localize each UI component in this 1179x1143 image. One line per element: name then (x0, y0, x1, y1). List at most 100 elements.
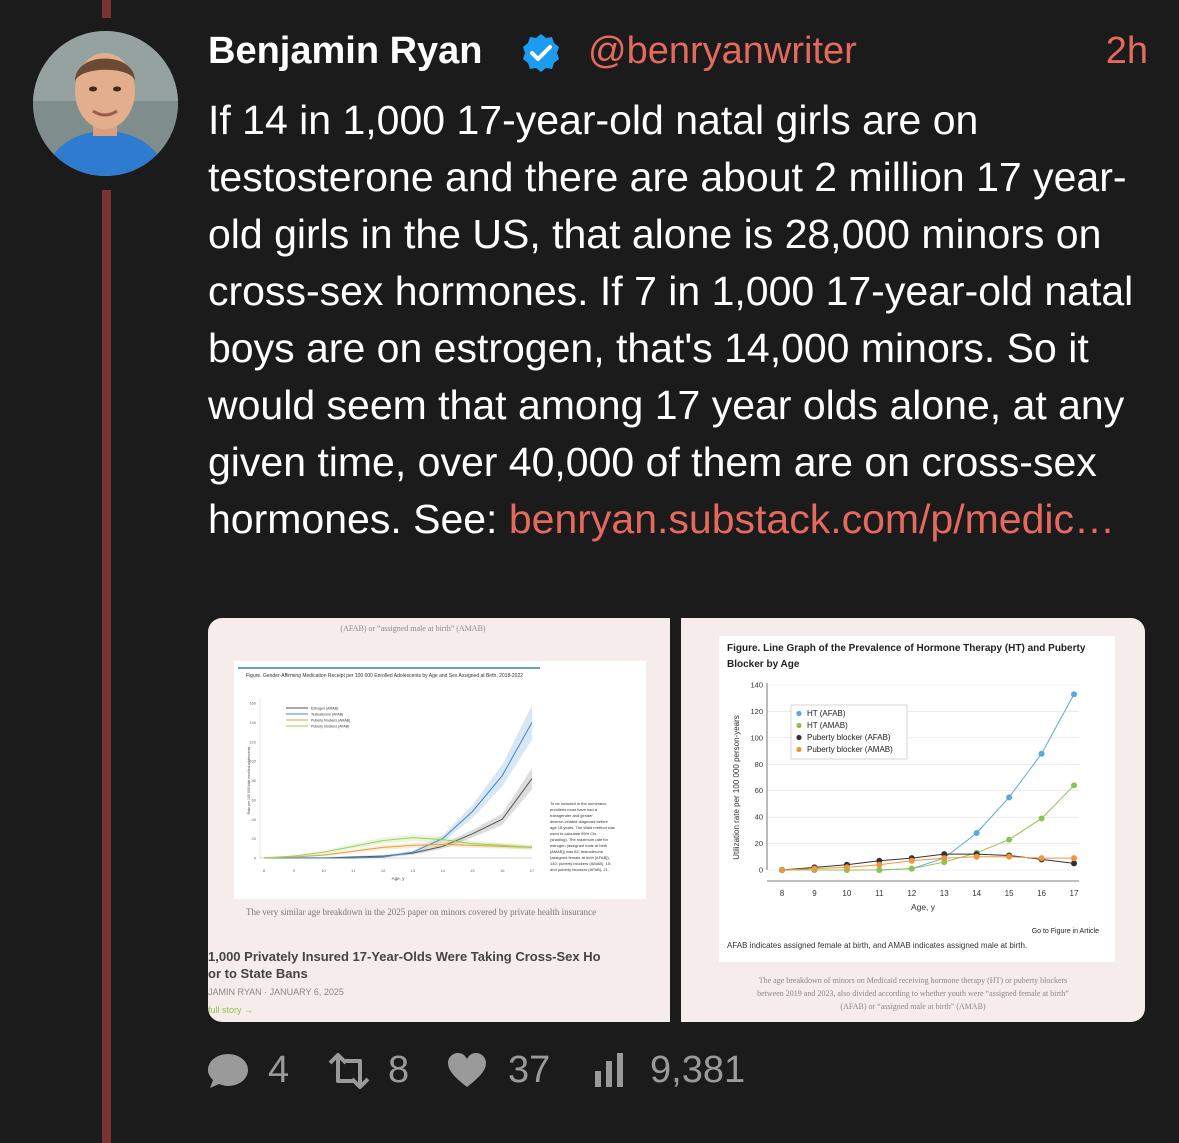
left-ci-band (264, 834, 532, 858)
right-y-tick: 60 (755, 786, 763, 795)
right-caption-2: between 2019 and 2023, also divided acco… (757, 989, 1069, 998)
right-series-line (782, 785, 1075, 871)
tweet-header: Benjamin Ryan @benryanwriter 2h (208, 30, 1148, 80)
right-y-tick: 120 (750, 707, 763, 716)
right-data-point (1006, 794, 1013, 801)
right-x-tick: 11 (875, 889, 884, 898)
right-figure-title-1: Figure. Line Graph of the Prevalence of … (727, 643, 1086, 654)
right-x-tick: 13 (940, 889, 949, 898)
left-y-tick: 80 (252, 778, 257, 783)
avatar[interactable] (33, 31, 178, 176)
right-caption-1: The age breakdown of minors on Medicaid … (759, 976, 1068, 985)
left-x-tick: 15 (470, 868, 475, 873)
right-data-point (973, 830, 980, 836)
left-top-caption: (AFAB) or “assigned male at birth” (AMAB… (340, 624, 485, 633)
left-x-tick: 14 (440, 868, 445, 873)
right-data-point (1006, 836, 1013, 843)
left-series-line (263, 837, 533, 859)
right-y-tick: 80 (755, 760, 763, 769)
left-series-line (264, 722, 533, 859)
right-legend-label: HT (AFAB) (807, 709, 846, 718)
retweet-count: 8 (388, 1049, 410, 1091)
right-data-point (779, 867, 785, 873)
left-x-tick: 16 (500, 868, 505, 873)
right-x-tick: 10 (842, 889, 851, 898)
left-caption: The very similar age breakdown in the 20… (246, 907, 596, 917)
right-legend-swatch (796, 722, 802, 729)
right-figure-title-2: Blocker by Age (727, 659, 800, 670)
left-chart: 160 140 120 100 80 60 40 20 0 8 9 10 11 12 13 14 15 16 17 A… (247, 698, 615, 881)
left-y-label: Rate per 100 000 total enrolled adolesce… (247, 746, 251, 814)
right-data-point (1071, 691, 1077, 698)
left-legend-label: Puberty blockers (AMAB) (311, 718, 350, 722)
left-y-tick: 100 (249, 759, 256, 764)
left-figure-title: Figure. Gender-Affirming Medication Rece… (246, 673, 523, 679)
left-y-tick: 140 (249, 720, 256, 725)
right-data-point (1071, 782, 1077, 789)
author-name[interactable]: Benjamin Ryan (208, 30, 483, 72)
left-y-tick: 60 (252, 797, 257, 802)
right-data-point (973, 853, 980, 860)
tweet-text: If 14 in 1,000 17-year-old natal girls a… (208, 92, 1148, 548)
right-data-point (1038, 815, 1045, 822)
right-y-tick: 0 (759, 866, 763, 875)
left-x-tick: 13 (411, 868, 416, 873)
go-to-figure-link: Go to Figure in Article (1032, 928, 1099, 935)
tweet-link[interactable]: benryan.substack.com/p/medic… (508, 496, 1115, 542)
left-legend-label: Testosterone (AFAB) (311, 712, 343, 716)
thread-line-top (102, 0, 111, 18)
right-card-graphic: Figure. Line Graph of the Prevalence of … (719, 636, 1115, 1011)
left-legend-label: Puberty blockers (AFAB) (311, 724, 349, 728)
right-caption-3: (AFAB) or “assigned male at birth” (AMAB… (840, 1002, 985, 1011)
left-article-title-2: or to State Bans (208, 966, 308, 981)
verified-badge-icon (523, 34, 559, 72)
right-x-label: Age, y (911, 902, 936, 912)
right-data-point (876, 861, 883, 868)
right-data-point (876, 867, 883, 873)
right-data-point (811, 865, 818, 872)
tweet-body: If 14 in 1,000 17-year-old natal girls a… (208, 97, 1134, 542)
like-count: 37 (508, 1049, 551, 1091)
left-card-graphic: (AFAB) or “assigned male at birth” (AMAB… (208, 624, 646, 1015)
left-y-tick: 20 (252, 836, 257, 841)
right-data-point (1038, 855, 1045, 862)
right-y-tick: 140 (750, 681, 763, 690)
left-x-tick: 8 (263, 868, 266, 873)
left-ci-band (264, 768, 532, 858)
right-y-tick: 40 (755, 813, 763, 822)
avatar-photo (33, 31, 178, 176)
left-side-note: To be included in the numerator, enrollee… (550, 801, 615, 872)
left-read-more: full story → (208, 1005, 253, 1015)
right-data-point (908, 865, 915, 872)
reply-icon (208, 1054, 248, 1088)
left-y-tick: 120 (249, 739, 256, 744)
author-handle[interactable]: @benryanwriter (588, 30, 857, 72)
tweet-time[interactable]: 2h (1105, 30, 1148, 72)
right-x-tick: 17 (1070, 889, 1079, 898)
left-legend-label: Estrogen (AMAB) (311, 706, 338, 710)
left-series-line (263, 843, 533, 859)
views-count: 9,381 (650, 1049, 746, 1091)
right-x-tick: 12 (907, 889, 916, 898)
left-x-tick: 12 (381, 868, 386, 873)
left-x-label: Age, y (392, 876, 406, 881)
right-x-tick: 14 (972, 889, 981, 898)
right-x-tick: 8 (780, 889, 785, 898)
left-ci-band (264, 705, 532, 858)
thread-line (102, 190, 111, 1143)
left-y-tick: 160 (249, 701, 256, 706)
right-data-point (1071, 855, 1077, 862)
left-x-tick: 10 (321, 868, 326, 873)
media-image-left[interactable]: (AFAB) or “assigned male at birth” (AMAB… (208, 618, 670, 1022)
right-series-line (781, 856, 1074, 871)
right-data-point (908, 857, 915, 864)
heart-icon (448, 1053, 486, 1087)
right-footnote: AFAB indicates assigned female at birth,… (727, 941, 1027, 950)
right-legend-label: Puberty blocker (AFAB) (807, 733, 891, 742)
reply-count: 4 (268, 1049, 290, 1091)
right-legend-swatch (796, 746, 802, 753)
retweet-icon (328, 1053, 370, 1089)
media-image-right[interactable]: Figure. Line Graph of the Prevalence of … (681, 618, 1145, 1022)
left-x-tick: 11 (351, 868, 356, 873)
right-chart: 140 120 100 80 60 40 20 0 8 9 10 11 12 13 14 15 16 17 Age,… (732, 681, 1079, 912)
